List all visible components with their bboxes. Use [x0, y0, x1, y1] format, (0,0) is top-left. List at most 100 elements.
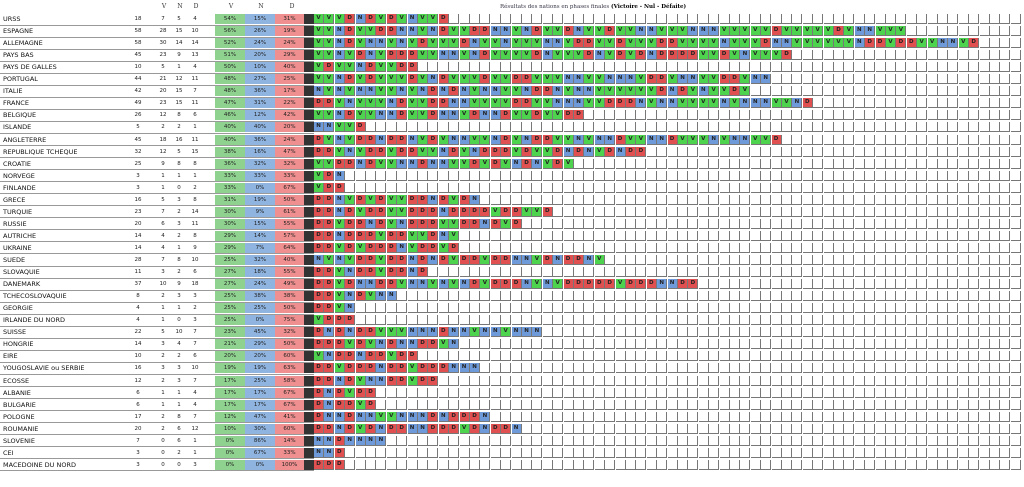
row-divider: [0, 181, 314, 183]
separator-column: [304, 327, 314, 338]
result-cell: N: [397, 158, 408, 169]
empty-cell: [563, 351, 574, 362]
draws-count: 2: [177, 353, 181, 360]
empty-cell: [709, 459, 720, 470]
empty-cell: [938, 218, 948, 229]
empty-cell: [615, 447, 626, 458]
table-row: TCHECOSLOVAQUIE 8 2 3 3 25% 38% 38% D D V N D V N N: [0, 291, 1024, 302]
empty-cell: [979, 158, 990, 169]
empty-cell: [594, 363, 605, 374]
result-cell: V: [314, 182, 324, 193]
empty-cell: [854, 122, 865, 133]
empty-cell: [979, 194, 990, 205]
empty-cell: [553, 218, 564, 229]
empty-cell: [636, 230, 647, 241]
losses-percent: 58%: [275, 375, 304, 386]
losses-count: 7: [193, 413, 197, 420]
empty-cell: [584, 447, 595, 458]
team-name: CROATIE: [3, 159, 31, 168]
empty-cell: [698, 327, 709, 338]
empty-cell: [802, 423, 813, 434]
empty-cell: [366, 170, 376, 181]
result-cell: D: [345, 218, 356, 229]
empty-cell: [813, 50, 824, 61]
result-cell: V: [438, 339, 449, 350]
empty-cell: [917, 50, 928, 61]
empty-cell: [927, 291, 938, 302]
empty-cell: [407, 459, 418, 470]
empty-cell: [386, 459, 397, 470]
result-cell: V: [355, 74, 366, 85]
empty-cell: [719, 315, 730, 326]
empty-cell: [854, 50, 865, 61]
result-cell: N: [314, 435, 324, 446]
result-cell: V: [532, 279, 543, 290]
empty-cell: [979, 50, 990, 61]
result-cell: D: [511, 98, 522, 109]
empty-cell: [719, 423, 730, 434]
empty-cell: [678, 435, 688, 446]
result-cell: N: [709, 134, 720, 145]
result-cell: V: [958, 38, 969, 49]
empty-cell: [782, 327, 792, 338]
empty-cell: [958, 267, 969, 278]
result-cell: D: [386, 242, 397, 253]
empty-cell: [563, 387, 574, 398]
result-cell: V: [813, 26, 824, 37]
empty-cell: [865, 86, 876, 97]
result-cell: N: [657, 134, 668, 145]
empty-cell: [802, 62, 813, 73]
empty-cell: [927, 26, 938, 37]
empty-cell: [813, 74, 824, 85]
empty-cell: [875, 218, 886, 229]
empty-cell: [615, 170, 626, 181]
empty-cell: [740, 146, 751, 157]
empty-cell: [511, 363, 522, 374]
empty-cell: [511, 387, 522, 398]
empty-cell: [834, 98, 844, 109]
empty-cell: [844, 387, 855, 398]
empty-cell: [938, 194, 948, 205]
empty-cell: [886, 363, 896, 374]
empty-cell: [750, 411, 761, 422]
empty-cell: [522, 363, 532, 374]
empty-cell: [386, 170, 397, 181]
result-cell: V: [594, 86, 605, 97]
result-cell: V: [324, 110, 335, 121]
matches-count: 16: [134, 196, 142, 203]
result-cell: N: [698, 86, 709, 97]
result-cell: N: [418, 279, 428, 290]
empty-cell: [636, 206, 647, 217]
empty-cell: [584, 351, 595, 362]
empty-cell: [948, 98, 959, 109]
empty-cell: [594, 122, 605, 133]
empty-cell: [896, 303, 907, 314]
empty-cell: [480, 387, 491, 398]
empty-cell: [906, 170, 917, 181]
empty-cell: [605, 170, 616, 181]
result-cell: V: [345, 134, 356, 145]
empty-cell: [522, 182, 532, 193]
result-cell: N: [355, 435, 366, 446]
empty-cell: [688, 327, 699, 338]
empty-cell: [407, 315, 418, 326]
empty-cell: [1010, 146, 1021, 157]
empty-cell: [730, 327, 740, 338]
result-cell: N: [615, 146, 626, 157]
empty-cell: [688, 62, 699, 73]
empty-cell: [917, 351, 928, 362]
result-cell: N: [407, 279, 418, 290]
empty-cell: [917, 62, 928, 73]
empty-cell: [896, 86, 907, 97]
empty-cell: [459, 291, 470, 302]
result-cell: D: [407, 206, 418, 217]
empty-cell: [698, 363, 709, 374]
matches-count: 6: [136, 401, 140, 408]
result-cell: N: [615, 74, 626, 85]
empty-cell: [646, 218, 657, 229]
empty-cell: [802, 146, 813, 157]
result-cell: V: [324, 74, 335, 85]
empty-cell: [802, 218, 813, 229]
result-cell: V: [386, 194, 397, 205]
empty-cell: [730, 242, 740, 253]
